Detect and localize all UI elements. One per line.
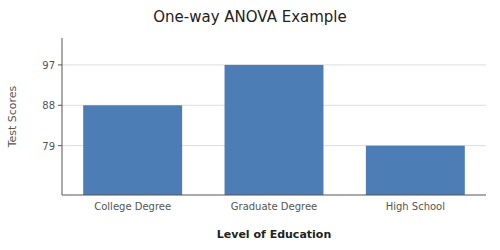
bar [225,65,324,195]
y-axis: 79 88 97 [42,38,62,195]
y-tick-label: 97 [42,60,55,71]
chart-container: One-way ANOVA Example 79 88 97 College Degre… [0,0,500,250]
bars [83,65,465,195]
chart-svg: One-way ANOVA Example 79 88 97 College Degre… [0,0,500,250]
y-tick [58,105,62,106]
y-axis-label: Test Scores [6,85,19,148]
x-tick-label: High School [386,201,445,212]
bar [366,146,465,195]
bar [83,105,182,195]
x-axis: College Degree Graduate Degree High School [62,195,486,212]
title: One-way ANOVA Example [153,8,347,26]
x-tick-label: Graduate Degree [231,201,317,212]
page: {"chart_data": {"type": "bar", "title": … [0,0,500,250]
x-axis-label: Level of Education [217,228,331,241]
x-axis-line [62,195,486,196]
y-tick-label: 88 [42,100,55,111]
y-axis-line [62,38,63,195]
y-tick [58,64,62,65]
y-tick-label: 79 [42,141,55,152]
x-tick-label: College Degree [94,201,171,212]
y-tick [58,145,62,146]
